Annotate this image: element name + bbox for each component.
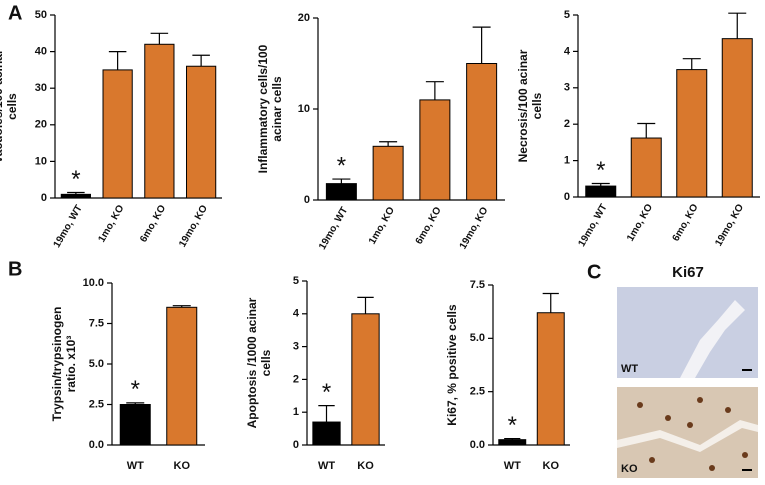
y-axis-label: Inflammatory cells/100 (256, 44, 270, 173)
y-tick-label: 1 (293, 406, 299, 418)
y-tick-label: 5.0 (470, 332, 485, 344)
y-tick-label: 0.0 (470, 439, 485, 451)
y-tick-label: 2 (564, 118, 570, 130)
bar (676, 69, 708, 198)
annotation: * (596, 157, 605, 184)
y-tick-label: 2 (293, 373, 299, 385)
y-tick-label: 20 (298, 12, 310, 24)
bar (419, 99, 451, 201)
bar (585, 185, 617, 198)
y-tick-label: 5 (564, 9, 570, 21)
y-axis-label: cells (5, 93, 19, 120)
bar (721, 38, 753, 198)
x-tick-label: 19mo, KO (458, 205, 491, 251)
x-tick-label: KO (357, 460, 374, 472)
y-tick-label: 10 (298, 103, 310, 115)
bar (166, 306, 198, 446)
bar (325, 183, 357, 201)
y-axis-label: cells (259, 349, 273, 376)
y-axis-label: acinar cells (270, 76, 284, 142)
x-tick-label: 6mo, KO (138, 203, 168, 244)
y-axis-label: Apoptosis /1000 acinar (245, 297, 259, 428)
y-tick-label: 50 (35, 9, 47, 21)
y-axis-label: Trypsin/trypsinogen (50, 307, 64, 422)
bar (498, 439, 527, 446)
y-tick-label: 30 (35, 82, 47, 94)
annotation: * (508, 412, 517, 439)
y-tick-label: 0 (41, 192, 47, 204)
x-tick-label: 1mo, KO (96, 203, 126, 244)
x-tick-label: KO (543, 460, 560, 472)
x-tick-label: 6mo, KO (671, 202, 701, 243)
annotation: * (131, 376, 140, 403)
x-tick-label: 1mo, KO (625, 202, 655, 243)
y-axis-label: cells (530, 92, 544, 119)
image-label: WT (621, 363, 638, 375)
micrograph (617, 387, 758, 478)
y-tick-label: 10 (35, 155, 47, 167)
x-tick-label: 19mo, WT (52, 203, 85, 249)
image-label: KO (621, 463, 638, 475)
y-tick-label: 5.0 (89, 358, 104, 370)
x-tick-label: 19mo, KO (713, 202, 746, 248)
x-tick-label: 6mo, KO (414, 205, 444, 246)
x-tick-label: 19mo, KO (177, 203, 210, 249)
y-tick-label: 3 (293, 341, 299, 353)
annotation: * (337, 152, 346, 179)
y-tick-label: 20 (35, 119, 47, 131)
bar (630, 137, 662, 198)
y-axis-label: Ki67, % positive cells (445, 304, 459, 426)
y-tick-label: 4 (564, 45, 571, 57)
y-tick-label: 1 (564, 155, 570, 167)
annotation: * (322, 379, 331, 406)
x-tick-label: 19mo, WT (576, 202, 609, 248)
y-axis-label: ratio. x10³ (64, 336, 78, 393)
y-tick-label: 10.0 (83, 277, 104, 289)
y-tick-label: 5 (293, 275, 299, 287)
y-tick-label: 40 (35, 46, 47, 58)
y-tick-label: 0 (293, 439, 299, 451)
bar (186, 65, 217, 199)
bar (312, 421, 341, 446)
y-tick-label: 4 (293, 308, 300, 320)
panel-label: A (8, 2, 22, 24)
x-tick-label: WT (504, 460, 521, 472)
x-tick-label: 19mo, WT (317, 205, 350, 251)
y-axis-label: Vacuoles/100 acinar (0, 49, 5, 163)
y-tick-label: 7.5 (470, 279, 485, 291)
y-tick-label: 2.5 (89, 398, 104, 410)
y-tick-label: 7.5 (89, 317, 104, 329)
bar (144, 43, 175, 199)
bar (60, 193, 91, 199)
bar (351, 313, 380, 446)
x-tick-label: KO (174, 460, 191, 472)
y-tick-label: 2.5 (470, 386, 485, 398)
micrograph (617, 287, 758, 378)
bar (536, 312, 565, 446)
x-tick-label: WT (318, 460, 335, 472)
bar (466, 63, 498, 201)
y-tick-label: 3 (564, 82, 570, 94)
panel-label: B (8, 258, 22, 280)
bar (102, 69, 133, 199)
x-tick-label: WT (127, 460, 144, 472)
y-axis-label: Necrosis/100 acinar (516, 49, 530, 162)
annotation: * (71, 166, 80, 193)
y-tick-label: 0 (304, 194, 310, 206)
bar (372, 145, 404, 201)
x-tick-label: 1mo, KO (367, 205, 397, 246)
bar (119, 404, 151, 446)
y-tick-label: 0 (564, 191, 570, 203)
image-title: Ki67 (672, 264, 704, 281)
panel-label: C (587, 261, 601, 283)
y-tick-label: 0.0 (89, 439, 104, 451)
